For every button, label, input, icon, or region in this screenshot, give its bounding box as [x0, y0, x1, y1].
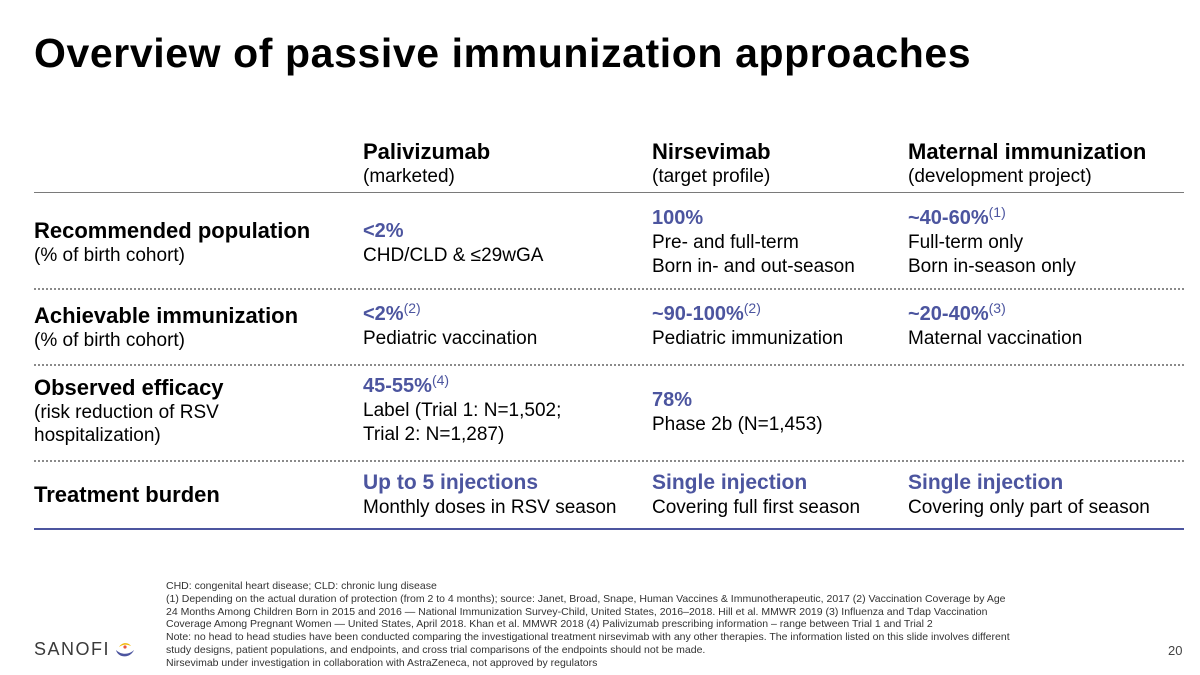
cell-achievable-maternal: ~20-40%(3) Maternal vaccination	[908, 300, 1083, 351]
footnote-line: study designs, patient populations, and …	[166, 643, 706, 656]
cell-burden-palivizumab: Up to 5 injections Monthly doses in RSV …	[363, 470, 616, 520]
cell-text: Full-term only	[908, 232, 1024, 253]
slide-title: Overview of passive immunization approac…	[34, 30, 972, 76]
column-header-palivizumab: Palivizumab (marketed)	[363, 138, 490, 188]
row-subtitle: (% of birth cohort)	[34, 245, 185, 266]
row-subtitle: (risk reduction of RSV	[34, 402, 219, 423]
cell-text: Born in- and out-season	[652, 256, 855, 277]
highlight-value: Up to 5 injections	[363, 471, 539, 494]
table-bottom-rule	[34, 528, 1184, 530]
row-subtitle: hospitalization)	[34, 425, 161, 446]
column-name: Palivizumab	[363, 139, 491, 164]
highlight-value: ~90-100%(2)	[652, 300, 761, 325]
footnote-line: (1) Depending on the actual duration of …	[166, 592, 1006, 605]
row-subtitle: (% of birth cohort)	[34, 330, 185, 351]
row-title: Treatment burden	[34, 482, 220, 507]
footnote-ref: (2)	[743, 300, 761, 316]
highlight-value: <2%(2)	[363, 300, 421, 325]
cell-achievable-palivizumab: <2%(2) Pediatric vaccination	[363, 300, 538, 351]
header-divider	[34, 192, 1184, 193]
footnote-line: Nirsevimab under investigation in collab…	[166, 656, 598, 669]
cell-burden-maternal: Single injection Covering only part of s…	[908, 470, 1150, 520]
row-title: Recommended population	[34, 218, 311, 243]
row-title: Achievable immunization	[34, 303, 299, 328]
row-label-achievable-immunization: Achievable immunization (% of birth coho…	[34, 303, 298, 352]
row-label-recommended-population: Recommended population (% of birth cohor…	[34, 218, 310, 267]
highlight-value: Single injection	[652, 471, 808, 494]
footnote-ref: (3)	[988, 300, 1006, 316]
highlight-value: <2%	[363, 220, 404, 242]
row-title: Observed efficacy	[34, 375, 224, 400]
highlight-value: 45-55%(4)	[363, 372, 450, 397]
highlight-value: 100%	[652, 207, 704, 229]
footnote-ref: (1)	[988, 204, 1006, 220]
cell-text: Born in-season only	[908, 256, 1076, 277]
highlight-value: 78%	[652, 389, 693, 411]
cell-efficacy-palivizumab: 45-55%(4) Label (Trial 1: N=1,502; Trial…	[363, 372, 562, 447]
highlight-value: ~20-40%(3)	[908, 300, 1006, 325]
footnote-ref: (4)	[431, 372, 450, 388]
footnote-ref: (2)	[403, 300, 421, 316]
row-label-observed-efficacy: Observed efficacy (risk reduction of RSV…	[34, 375, 224, 447]
highlight-value: ~40-60%(1)	[908, 204, 1006, 229]
cell-text: Pre- and full-term	[652, 232, 799, 253]
cell-text: Label (Trial 1: N=1,502;	[363, 400, 562, 421]
cell-text: Maternal vaccination	[908, 328, 1083, 349]
column-name: Maternal immunization	[908, 139, 1147, 164]
sanofi-logo: SANOFI	[34, 638, 136, 660]
column-header-nirsevimab: Nirsevimab (target profile)	[652, 138, 771, 188]
sanofi-bird-icon	[116, 643, 135, 657]
highlight-value: Single injection	[908, 471, 1064, 494]
footnotes: CHD: congenital heart disease; CLD: chro…	[166, 580, 1141, 675]
column-name: Nirsevimab	[652, 139, 771, 164]
page-number: 20	[1168, 643, 1183, 658]
footnote-line: CHD: congenital heart disease; CLD: chro…	[166, 580, 437, 592]
column-subtitle: (development project)	[908, 166, 1092, 187]
row-divider	[34, 460, 1184, 462]
row-label-treatment-burden: Treatment burden	[34, 482, 220, 508]
cell-recommended-palivizumab: <2% CHD/CLD & ≤29wGA	[363, 219, 543, 268]
cell-text: Covering only part of season	[908, 497, 1150, 518]
cell-efficacy-nirsevimab: 78% Phase 2b (N=1,453)	[652, 388, 823, 437]
footnote-line: 24 Months Among Children Born in 2015 an…	[166, 605, 988, 618]
cell-burden-nirsevimab: Single injection Covering full first sea…	[652, 470, 860, 520]
logo-wordmark: SANOFI	[34, 638, 111, 659]
cell-text: Monthly doses in RSV season	[363, 497, 617, 518]
cell-text: Pediatric immunization	[652, 328, 844, 349]
cell-recommended-nirsevimab: 100% Pre- and full-term Born in- and out…	[652, 206, 855, 279]
footnote-line: Note: no head to head studies have been …	[166, 631, 1010, 644]
cell-recommended-maternal: ~40-60%(1) Full-term only Born in-season…	[908, 204, 1076, 279]
column-subtitle: (target profile)	[652, 166, 771, 187]
row-divider	[34, 364, 1184, 366]
cell-text: CHD/CLD & ≤29wGA	[363, 245, 544, 266]
column-header-maternal-immunization: Maternal immunization (development proje…	[908, 138, 1146, 188]
cell-achievable-nirsevimab: ~90-100%(2) Pediatric immunization	[652, 300, 844, 351]
cell-text: Phase 2b (N=1,453)	[652, 414, 823, 435]
row-divider	[34, 288, 1184, 290]
cell-text: Trial 2: N=1,287)	[363, 424, 505, 445]
footnote-line: Coverage Among Pregnant Women — United S…	[166, 618, 933, 631]
cell-text: Pediatric vaccination	[363, 328, 538, 349]
cell-text: Covering full first season	[652, 497, 861, 518]
column-subtitle: (marketed)	[363, 166, 455, 187]
